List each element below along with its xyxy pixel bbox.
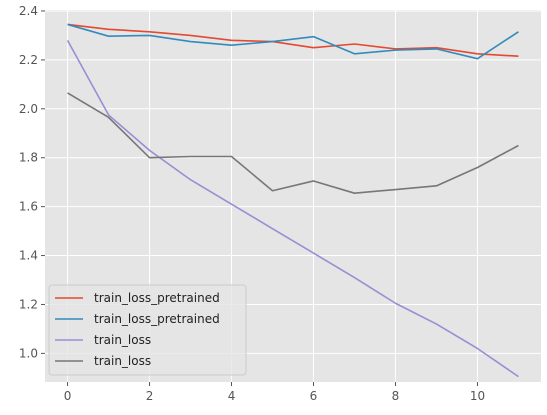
y-tick-label: 2.0 (19, 102, 38, 116)
y-tick-label: 2.2 (19, 53, 38, 67)
series-line-1 (67, 23, 519, 60)
legend: train_loss_pretrained train_loss_pretrain… (48, 284, 247, 376)
series-line-0 (67, 23, 519, 58)
series-lines (66, 23, 519, 378)
x-tick-label: 6 (310, 389, 318, 403)
x-axis-ticks: 0 2 4 6 8 10 (64, 382, 485, 403)
x-tick-label: 2 (146, 389, 154, 403)
x-tick-label: 4 (228, 389, 236, 403)
y-tick-label: 1.0 (19, 346, 38, 360)
legend-label: train_loss_pretrained (94, 312, 220, 326)
series-line-3 (67, 92, 519, 194)
y-tick-label: 1.4 (19, 249, 38, 263)
legend-label: train_loss (94, 333, 151, 347)
y-tick-label: 2.4 (19, 4, 38, 18)
x-tick-label: 10 (470, 389, 485, 403)
y-axis-ticks: 1.0 1.2 1.4 1.6 1.8 2.0 2.2 2.4 (19, 4, 45, 360)
legend-label: train_loss_pretrained (94, 291, 220, 305)
y-tick-label: 1.6 (19, 200, 38, 214)
series-line-2 (66, 39, 519, 378)
x-tick-label: 0 (64, 389, 72, 403)
x-tick-label: 8 (392, 389, 400, 403)
legend-label: train_loss (94, 354, 151, 368)
y-tick-label: 1.2 (19, 297, 38, 311)
legend-box (48, 284, 247, 376)
y-tick-label: 1.8 (19, 151, 38, 165)
